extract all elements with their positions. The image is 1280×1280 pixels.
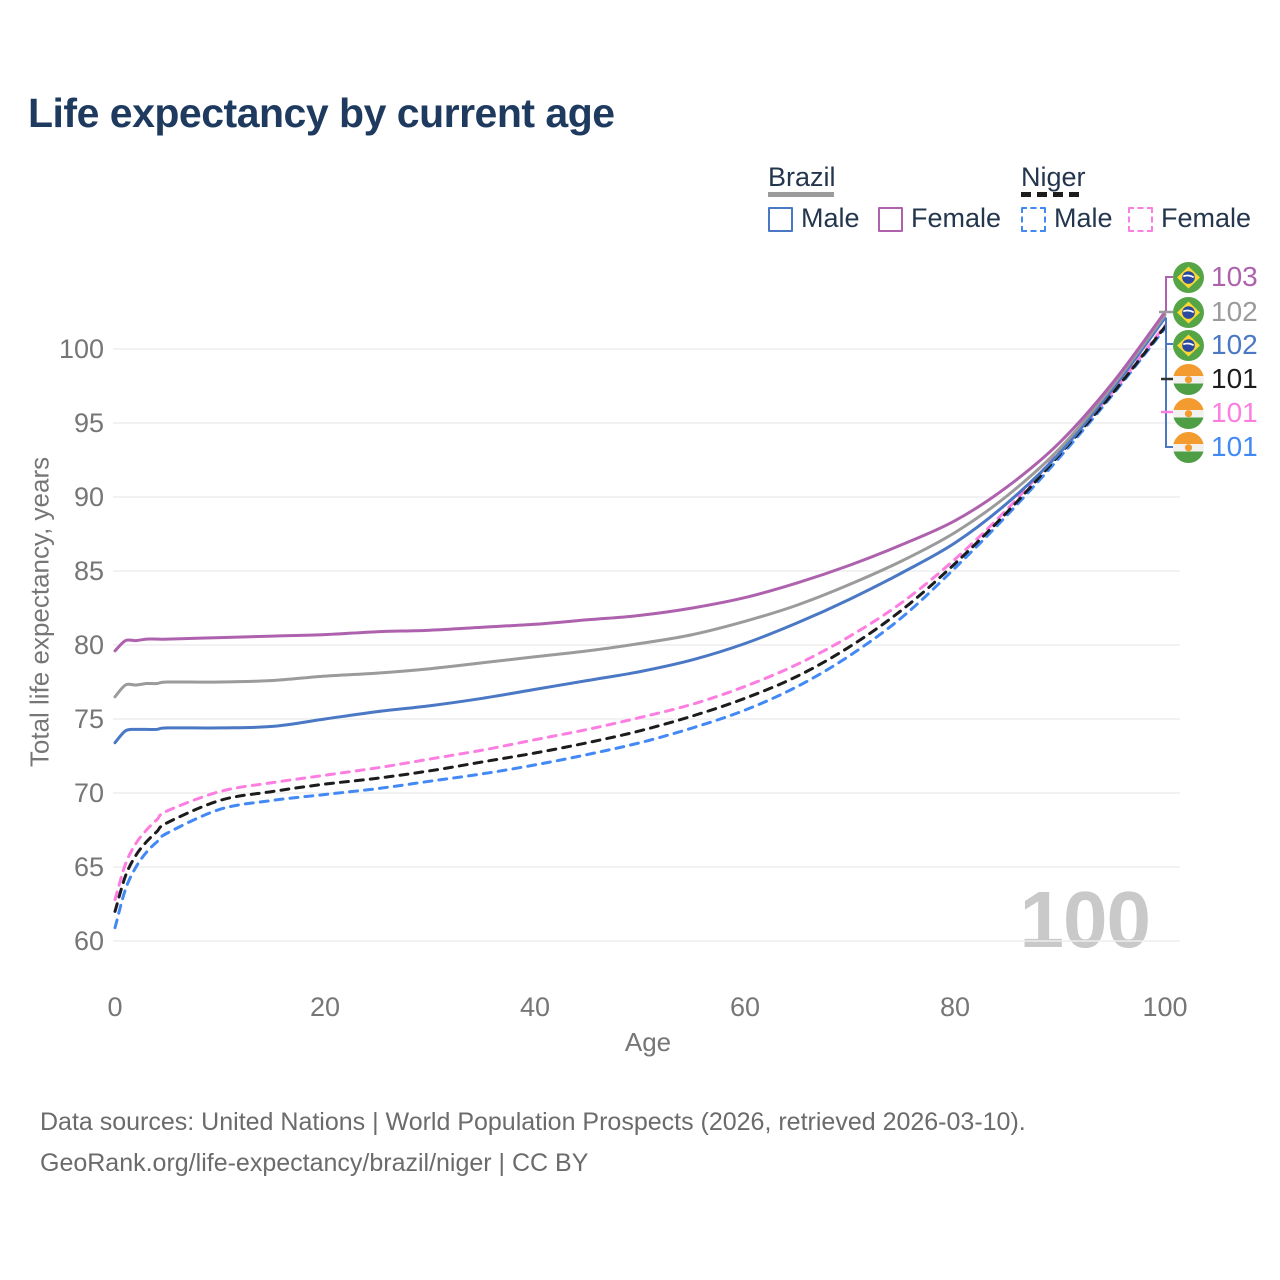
legend-niger-line-swatch bbox=[1021, 192, 1085, 197]
attribution-text: GeoRank.org/life-expectancy/brazil/niger… bbox=[40, 1149, 589, 1177]
series-line-brazil-female[interactable] bbox=[113, 310, 1167, 653]
end-value: 103 bbox=[1211, 261, 1258, 292]
x-tick-0: 0 bbox=[107, 992, 122, 1022]
y-tick-60: 60 bbox=[74, 926, 104, 956]
end-value: 102 bbox=[1211, 296, 1258, 327]
y-tick-65: 65 bbox=[74, 852, 104, 882]
series-line-niger-both-sexes[interactable] bbox=[113, 325, 1167, 913]
brazil-flag-icon bbox=[1173, 261, 1204, 293]
y-tick-100: 100 bbox=[59, 334, 104, 364]
y-axis-title: Total life expectancy, years bbox=[24, 456, 55, 768]
end-value: 102 bbox=[1211, 329, 1258, 360]
legend-country-niger[interactable]: Niger bbox=[1021, 162, 1086, 192]
end-label-row: 102 bbox=[1173, 296, 1258, 328]
end-label-row: 101 bbox=[1173, 431, 1258, 463]
brazil-flag-icon bbox=[1173, 329, 1204, 361]
legend-swatch-niger-male[interactable] bbox=[1021, 207, 1046, 232]
niger-flag-icon bbox=[1173, 432, 1204, 463]
legend-label-niger-male[interactable]: Male bbox=[1054, 203, 1113, 233]
brazil-flag-icon bbox=[1173, 296, 1204, 328]
end-label-row: 102 bbox=[1173, 329, 1258, 361]
end-value: 101 bbox=[1211, 363, 1258, 394]
legend-swatch-brazil-male[interactable] bbox=[768, 207, 793, 232]
x-axis-title: Age bbox=[624, 1027, 672, 1057]
y-tick-90: 90 bbox=[74, 482, 104, 512]
y-tick-75: 75 bbox=[74, 704, 104, 734]
end-label-row: 101 bbox=[1173, 397, 1258, 429]
series-line-niger-female[interactable] bbox=[113, 323, 1167, 902]
data-sources-text: Data sources: United Nations | World Pop… bbox=[40, 1108, 1026, 1136]
legend-swatch-niger-female[interactable] bbox=[1128, 207, 1153, 232]
y-tick-80: 80 bbox=[74, 630, 104, 660]
y-tick-70: 70 bbox=[74, 778, 104, 808]
niger-flag-icon bbox=[1173, 398, 1204, 429]
legend-swatch-brazil-female[interactable] bbox=[878, 207, 903, 232]
end-value: 101 bbox=[1211, 431, 1258, 462]
age-watermark: 100 bbox=[1019, 875, 1151, 964]
niger-flag-icon bbox=[1173, 364, 1204, 395]
end-value: 101 bbox=[1211, 397, 1258, 428]
x-tick-20: 20 bbox=[310, 992, 340, 1022]
leader-line-0 bbox=[1165, 276, 1173, 313]
end-label-row: 103 bbox=[1173, 261, 1258, 293]
x-tick-100: 100 bbox=[1142, 992, 1187, 1022]
legend-brazil-line-swatch bbox=[768, 192, 834, 197]
legend-label-niger-female[interactable]: Female bbox=[1161, 203, 1252, 233]
series-line-brazil-male[interactable] bbox=[113, 316, 1167, 745]
x-tick-60: 60 bbox=[730, 992, 760, 1022]
legend-label-brazil-male[interactable]: Male bbox=[801, 203, 860, 233]
leader-line-2 bbox=[1165, 318, 1173, 448]
page-title: Life expectancy by current age bbox=[28, 90, 615, 136]
y-tick-85: 85 bbox=[74, 556, 104, 586]
legend-label-brazil-female[interactable]: Female bbox=[911, 203, 1002, 233]
legend-country-brazil[interactable]: Brazil bbox=[768, 162, 836, 192]
x-tick-80: 80 bbox=[940, 992, 970, 1022]
end-label-row: 101 bbox=[1173, 363, 1258, 395]
series-line-brazil-both-sexes[interactable] bbox=[113, 313, 1167, 699]
x-tick-40: 40 bbox=[520, 992, 550, 1022]
y-tick-95: 95 bbox=[74, 408, 104, 438]
series-line-niger-male[interactable] bbox=[113, 326, 1167, 930]
